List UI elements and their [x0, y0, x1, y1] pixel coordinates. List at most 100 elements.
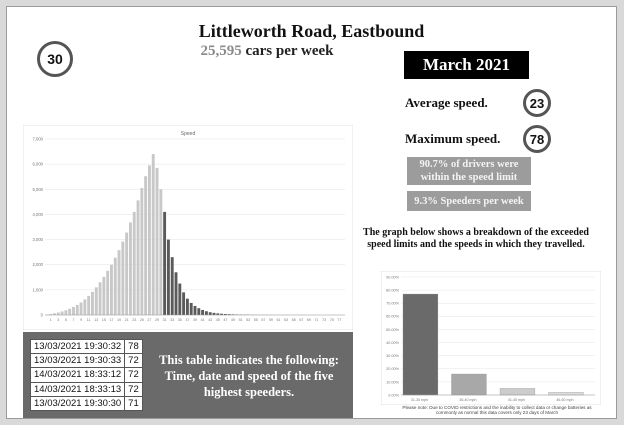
breakdown-bar — [402, 293, 439, 396]
x-tick-label: 9 — [80, 318, 82, 322]
histogram-bar — [91, 291, 94, 315]
y-tick-label: 90.00% — [386, 275, 400, 279]
speeder-datetime: 13/03/2021 19:30:33 — [29, 353, 126, 369]
histogram-bar — [140, 188, 144, 315]
y-tick-label: 30.00% — [386, 354, 400, 358]
histogram-bar — [193, 305, 197, 315]
histogram-bar — [147, 165, 151, 315]
histogram-bar — [220, 313, 224, 315]
page-title: Littleworth Road, Eastbound — [198, 21, 425, 41]
histogram-bar — [87, 295, 91, 315]
y-tick-label: 0.00% — [388, 393, 399, 397]
histogram-title: Speed — [181, 131, 196, 137]
cars-suffix: cars per week — [241, 43, 334, 59]
histogram-bar — [125, 232, 129, 315]
y-tick-label: 70.00% — [386, 302, 400, 306]
table-row: 13/03/2021 19:30:33 72 — [29, 353, 143, 369]
histogram-bar — [136, 200, 140, 315]
maximum-speed-label: Maximum speed. — [405, 131, 501, 146]
x-tick-label: 45 — [216, 318, 220, 322]
breakdown-bar — [548, 392, 584, 396]
y-tick-label: 10.00% — [386, 380, 400, 384]
x-tick-label: 43 — [208, 318, 212, 322]
histogram-bar — [204, 311, 208, 315]
x-tick-label: 25 — [140, 318, 144, 322]
histogram-bar — [189, 302, 193, 315]
histogram-bar — [208, 312, 212, 315]
x-tick-label: 39 — [193, 318, 197, 322]
histogram-bar — [98, 282, 102, 315]
y-tick-label: 20.00% — [386, 367, 400, 371]
histogram-bar — [132, 211, 136, 315]
speeder-speed: 72 — [124, 367, 143, 383]
x-tick-label: 53 — [246, 318, 250, 322]
y-tick-label: 3,000 — [33, 237, 44, 242]
x-tick-label: 13 — [94, 318, 98, 322]
y-tick-label: 50.00% — [386, 328, 400, 332]
x-tick-label: 73 — [322, 318, 326, 322]
y-tick-label: 4,000 — [33, 212, 44, 217]
y-tick-label: 5,000 — [33, 187, 44, 192]
x-tick-label: 23 — [132, 318, 136, 322]
speeder-datetime: 13/03/2021 19:30:32 — [29, 338, 126, 355]
x-tick-label: 71 — [315, 318, 319, 322]
speed-report-sheet: Littleworth Road, Eastbound 25,595 cars … — [6, 6, 617, 419]
speeder-speed: 78 — [124, 338, 143, 355]
histogram-bar — [117, 250, 121, 315]
x-tick-label: 41 — [201, 318, 205, 322]
x-tick-label: 1 — [50, 318, 52, 322]
y-tick-label: 2,000 — [33, 262, 44, 267]
histogram-bar — [60, 311, 64, 315]
x-tick-label: 55 — [254, 318, 258, 322]
histogram-bar — [155, 167, 159, 315]
histogram-bar — [231, 314, 235, 315]
histogram-bar — [174, 272, 178, 315]
y-tick-label: 80.00% — [386, 289, 400, 293]
chart-frame — [23, 125, 353, 330]
histogram-bar — [102, 276, 106, 315]
top-speeders-panel: 13/03/2021 19:30:32 78 13/03/2021 19:30:33… — [23, 332, 353, 418]
y-tick-label: 0 — [41, 313, 44, 318]
histogram-bar — [170, 257, 174, 315]
histogram-bar — [197, 308, 201, 315]
x-tick-label: 65 — [292, 318, 296, 322]
histogram-bar — [201, 309, 205, 315]
histogram-bar — [166, 239, 170, 315]
speed-histogram: Speed 0 1,000 2,000 3,000 4,000 5,000 6,000 7,00… — [23, 125, 353, 330]
x-tick-label: 35 — [178, 318, 182, 322]
speeder-speed: 72 — [124, 381, 143, 397]
breakdown-bar — [451, 373, 487, 396]
x-tick-label: 37 — [185, 318, 189, 322]
x-tick-label: 7 — [72, 318, 74, 322]
histogram-bar — [106, 270, 110, 315]
x-tick-label: 17 — [109, 318, 113, 322]
histogram-bar — [53, 313, 56, 315]
x-tick-label: 77 — [337, 318, 341, 322]
y-tick-label: 1,000 — [33, 287, 44, 292]
x-tick-label: 3 — [57, 318, 59, 322]
x-tick-label: 75 — [330, 318, 334, 322]
cars-per-week: 25,595 cars per week — [167, 43, 367, 60]
x-tick-label: 57 — [261, 318, 265, 322]
histogram-bar — [227, 314, 231, 315]
breakdown-bar — [499, 388, 536, 396]
x-tick-label: 15 — [102, 318, 106, 322]
speeder-datetime: 13/03/2021 19:30:30 — [29, 395, 126, 411]
x-tick-label: 5 — [65, 318, 67, 322]
x-tick-label: 63 — [284, 318, 288, 322]
histogram-bar — [182, 292, 186, 315]
histogram-bar — [185, 298, 189, 315]
top-speeders-caption: This table indicates the following: Time… — [159, 353, 339, 399]
histogram-bar — [113, 257, 117, 315]
table-row: 14/03/2021 18:33:12 72 — [29, 367, 143, 383]
speeder-datetime: 14/03/2021 18:33:13 — [29, 381, 126, 397]
x-tick-label: 11 — [87, 318, 91, 322]
average-speed-label: Average speed. — [405, 95, 488, 110]
speeder-speed: 71 — [124, 395, 143, 411]
x-tick-label: 41-45 mph — [508, 398, 525, 402]
table-row: 14/03/2021 18:33:13 72 — [29, 381, 143, 397]
x-tick-label: 19 — [117, 318, 121, 322]
histogram-bar — [129, 222, 132, 315]
average-speed-badge: 23 — [523, 89, 551, 117]
y-tick-label: 6,000 — [33, 162, 44, 167]
